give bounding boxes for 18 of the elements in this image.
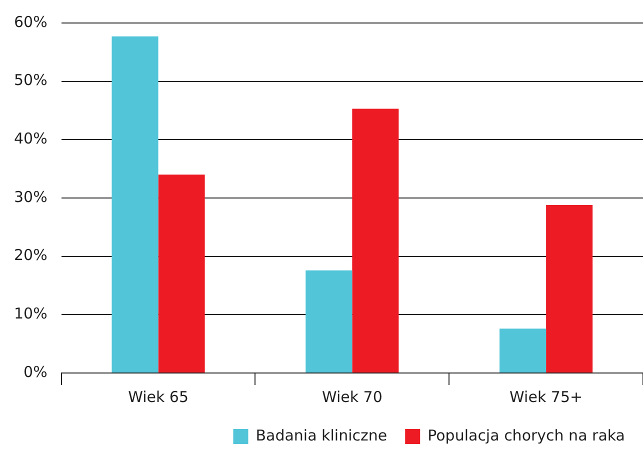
bar (500, 328, 546, 372)
y-tick-label: 10% (14, 304, 48, 323)
bar (158, 174, 205, 372)
bar (306, 270, 352, 372)
y-tick-label: 20% (14, 246, 48, 264)
y-tick-label: 50% (14, 71, 48, 90)
y-tick-label: 0% (24, 362, 48, 381)
x-tick-label: Wiek 70 (322, 388, 382, 406)
bar (546, 205, 593, 372)
x-tick-label: Wiek 75+ (510, 388, 583, 406)
y-tick-label: 40% (14, 130, 48, 148)
x-tick-label: Wiek 65 (128, 388, 189, 406)
legend-label: Populacja chorych na raka (428, 426, 626, 444)
bar (352, 108, 399, 372)
y-tick-label: 60% (14, 12, 48, 31)
y-tick-label: 30% (14, 188, 48, 206)
legend-label: Badania kliniczne (256, 426, 388, 444)
bar (112, 36, 158, 372)
